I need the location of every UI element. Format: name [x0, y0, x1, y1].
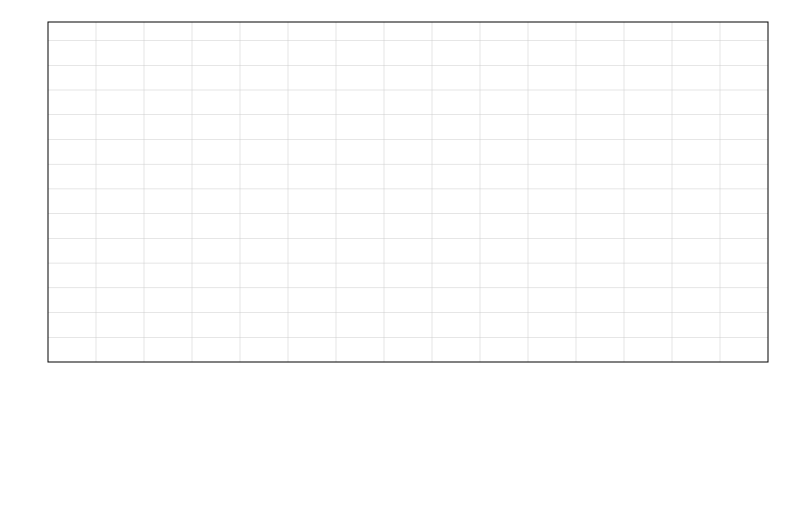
pump-curve-chart: [0, 0, 806, 505]
chart-svg: [0, 0, 806, 505]
top-chart-area: [48, 22, 768, 362]
